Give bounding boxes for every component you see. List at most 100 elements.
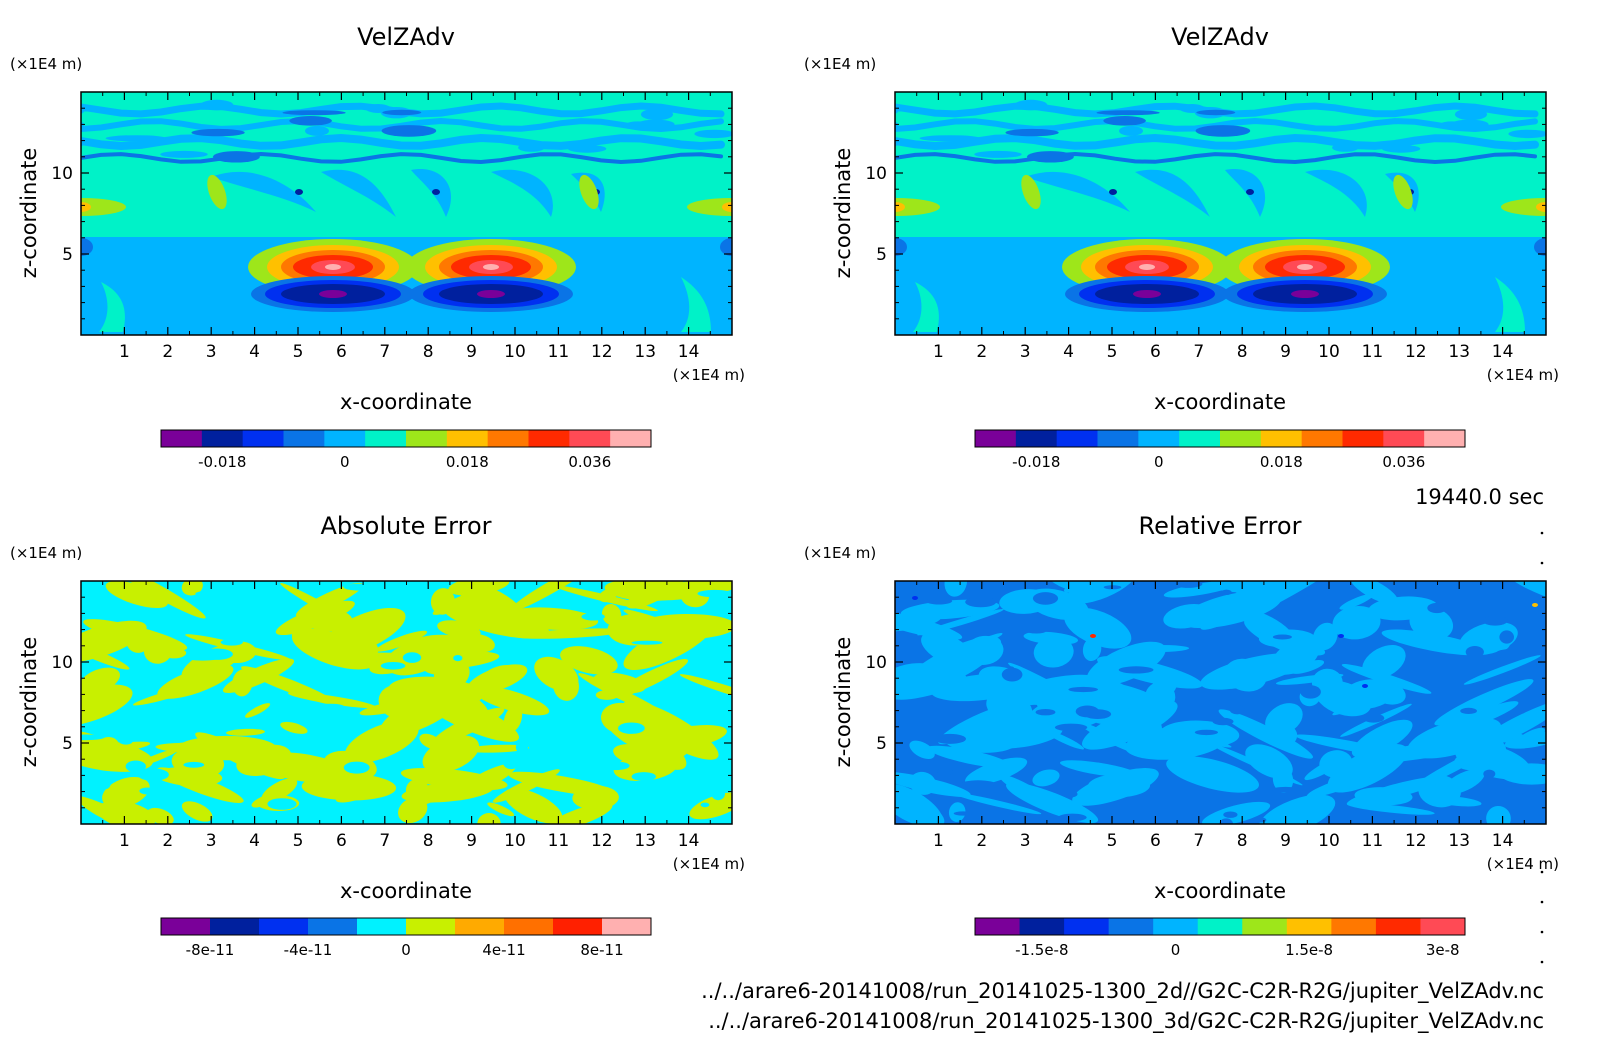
field-patch <box>400 767 508 791</box>
upper-blob <box>289 116 332 126</box>
field-patch <box>933 733 966 744</box>
colorbar-tick-label: 0 <box>1171 941 1181 959</box>
field-patch <box>402 652 422 663</box>
x-tick-label: 4 <box>1063 342 1074 362</box>
field-patch <box>1035 709 1056 716</box>
colorbar-swatch <box>1383 430 1425 447</box>
x-tick-label: 11 <box>548 831 570 851</box>
edge-patch <box>687 198 732 216</box>
field-patch <box>295 582 364 617</box>
upper-blob <box>1196 109 1236 116</box>
field-patch <box>631 640 663 645</box>
colorbar-swatch <box>553 918 603 935</box>
y-unit-label: (×1E4 m) <box>10 55 82 73</box>
field-patch <box>437 620 481 639</box>
edge-patch <box>81 198 126 216</box>
plot-area <box>81 92 732 335</box>
colorbar-swatch <box>1153 918 1199 935</box>
field-patch <box>711 787 725 801</box>
field-patch <box>1230 581 1290 600</box>
field-patch <box>1432 796 1482 807</box>
field-patch <box>1271 786 1300 793</box>
extreme-fleck <box>1090 634 1096 638</box>
field-patch <box>515 740 529 754</box>
mid-swirl <box>1135 169 1210 217</box>
colorbar-frame <box>160 429 652 448</box>
field-patch <box>944 581 968 597</box>
field-patch <box>1347 803 1435 815</box>
upper-blob <box>191 128 245 137</box>
mid-swirl <box>491 169 553 217</box>
field-patch <box>102 776 150 808</box>
chart-title: VelZAdv <box>1171 23 1269 51</box>
edge-patch <box>81 238 93 256</box>
upper-blob <box>1195 125 1251 137</box>
field-patch <box>464 744 529 753</box>
y-unit-label: (×1E4 m) <box>10 544 82 562</box>
field-patch <box>137 768 169 781</box>
x-axis-label: x-coordinate <box>340 390 472 414</box>
colorbar-swatch <box>487 430 529 447</box>
x-tick-label: 11 <box>1362 342 1384 362</box>
upper-blob <box>640 108 674 121</box>
field-patch <box>316 703 344 709</box>
field-patch <box>81 798 119 823</box>
x-tick-label: 9 <box>1280 342 1291 362</box>
colorbar: -0.018 0 0.018 0.036 <box>160 429 652 471</box>
field-patch <box>1219 818 1233 824</box>
field-patch <box>700 802 710 808</box>
field-patch <box>81 684 133 728</box>
field-patch <box>457 807 481 814</box>
x-tick-label: 3 <box>1020 342 1031 362</box>
field-patch <box>1463 655 1541 685</box>
field-patch <box>581 612 605 621</box>
colorbar-tick-label: 4e-11 <box>482 941 525 959</box>
upper-blob <box>974 150 1022 158</box>
field-patch <box>1194 729 1218 736</box>
field-patch <box>105 581 168 608</box>
field-patch <box>220 639 243 646</box>
lower-patch <box>1495 277 1525 332</box>
field-patch <box>163 648 187 659</box>
upper-blob <box>1005 128 1059 137</box>
x-tick-label: 9 <box>466 831 477 851</box>
field-patch <box>1443 768 1485 795</box>
upper-blob <box>1096 110 1160 116</box>
field-patch <box>1008 662 1101 715</box>
x-unit-label: (×1E4 m) <box>673 855 745 873</box>
colorbar: -1.5e-8 0 1.5e-8 3e-8 <box>974 917 1466 959</box>
upper-blob <box>160 150 208 158</box>
field-patch <box>162 720 198 728</box>
field-patch <box>1163 581 1239 598</box>
field-patch <box>1001 667 1023 682</box>
x-tick-label: 7 <box>379 342 390 362</box>
colorbar-swatch <box>455 918 505 935</box>
field-patch <box>419 733 442 750</box>
colorbar-frame <box>974 429 1466 448</box>
field-patch <box>1495 648 1530 659</box>
mid-patch <box>1021 174 1041 210</box>
y-tick-label: 10 <box>865 164 887 184</box>
field-patch <box>181 581 203 596</box>
x-tick-label: 2 <box>976 831 987 851</box>
x-tick-label: 10 <box>504 342 526 362</box>
field-patch <box>280 721 308 734</box>
edge-patch <box>895 198 940 216</box>
edge-patch <box>895 202 905 212</box>
colorbar-swatch <box>259 918 309 935</box>
field-patch <box>81 730 122 767</box>
mid-dot <box>432 189 440 195</box>
field-patch <box>1407 717 1502 759</box>
extreme-fleck <box>1338 634 1344 638</box>
plot-area <box>895 92 1546 335</box>
colorbar-swatch <box>1179 430 1221 447</box>
y-tick-label: 5 <box>62 734 73 754</box>
mid-swirl <box>1025 171 1130 212</box>
x-tick-label: 10 <box>1318 831 1340 851</box>
y-tick-label: 5 <box>62 245 73 265</box>
x-tick-label: 10 <box>504 831 526 851</box>
field-patch <box>143 638 173 664</box>
field-patch <box>380 662 406 670</box>
colorbar-swatch <box>1220 430 1262 447</box>
upper-blob <box>381 125 437 137</box>
